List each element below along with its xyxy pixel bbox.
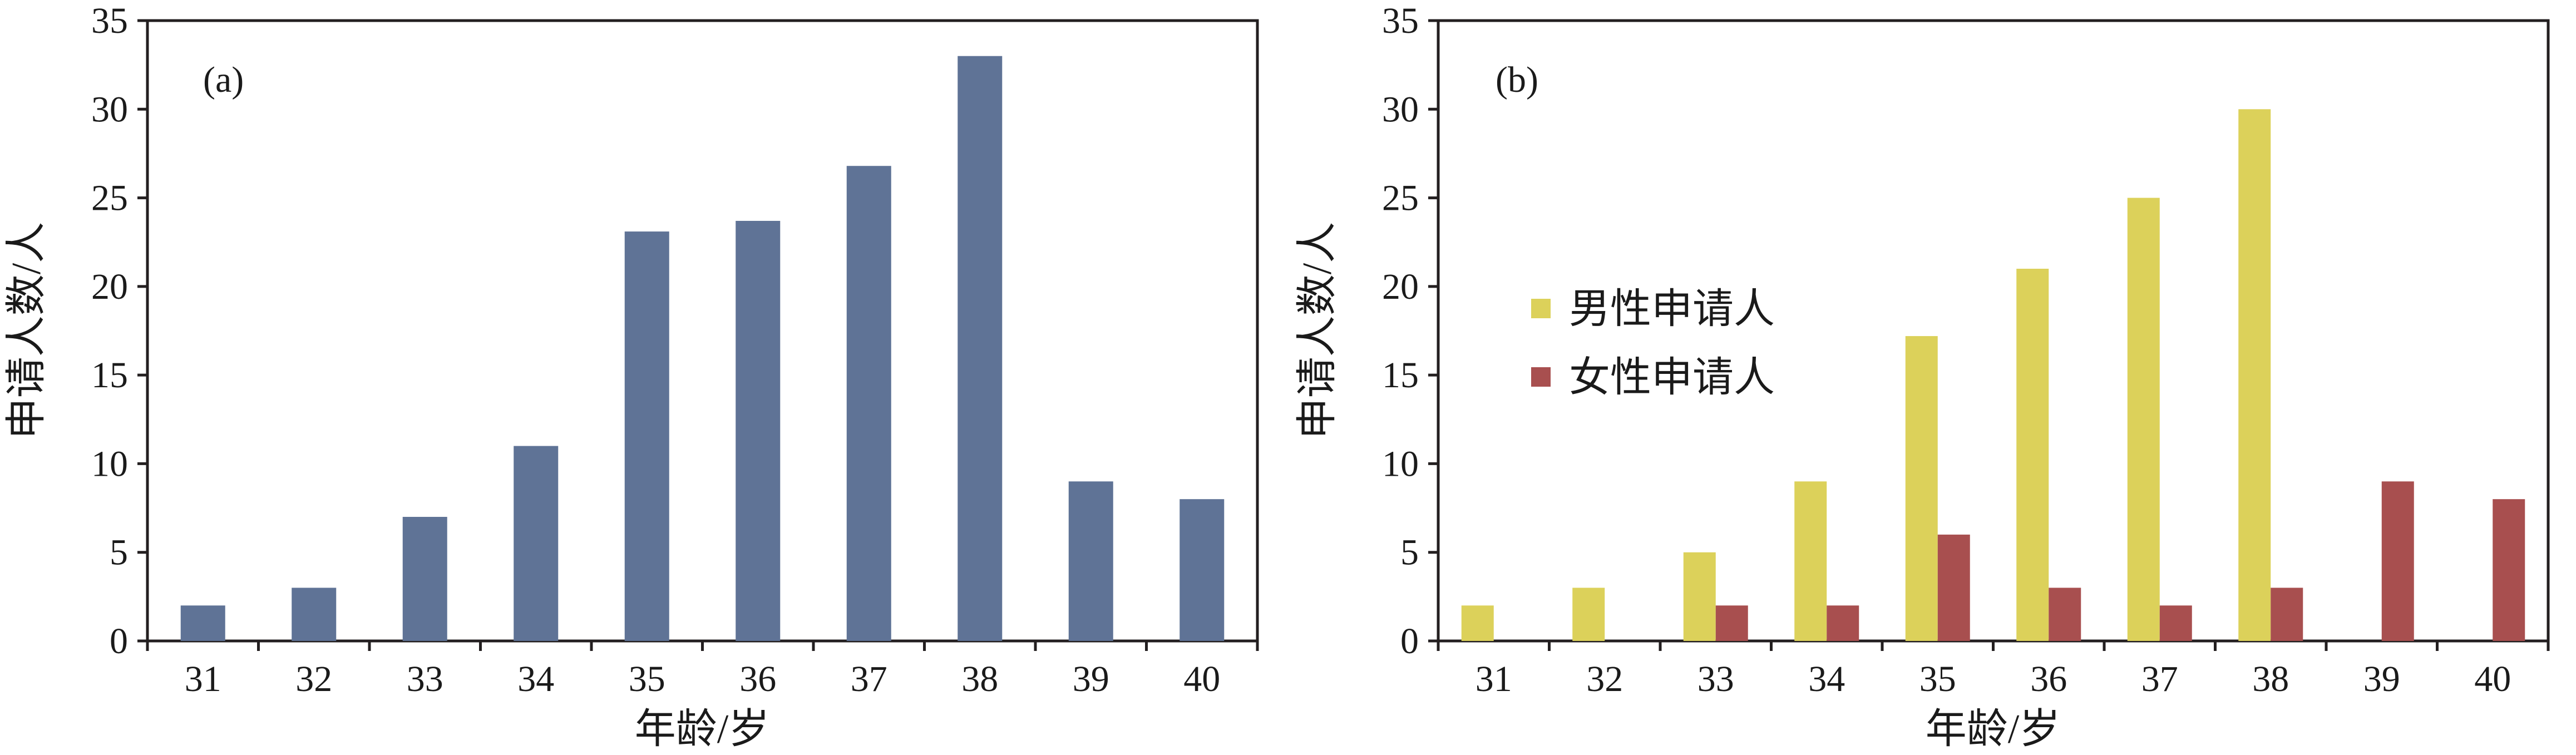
bars-a [180, 56, 1225, 641]
bar-a-count-32 [292, 588, 337, 641]
y-tick-label: 0 [1400, 621, 1419, 662]
x-tick-labels-a: 31 32 33 34 35 36 37 38 39 40 [185, 659, 1221, 699]
x-tick-label: 35 [1919, 659, 1956, 699]
x-axis-title-a: 年龄/岁 [635, 707, 770, 752]
bar-b-male-34 [1794, 481, 1827, 641]
bar-b-male-38 [2238, 109, 2271, 641]
y-tick-label: 30 [1382, 89, 1419, 130]
bar-a-count-40 [1180, 499, 1225, 641]
bar-b-male-33 [1683, 552, 1716, 641]
y-tick-label: 25 [1382, 178, 1419, 219]
y-tick-labels-a: 0 5 10 15 20 25 30 35 [91, 1, 128, 662]
legend-swatch-female [1531, 367, 1551, 387]
bar-a-count-35 [624, 231, 669, 641]
panel-label-b: (b) [1496, 60, 1538, 100]
bar-b-female-40 [2493, 499, 2525, 641]
bar-b-female-39 [2381, 481, 2414, 641]
y-tick-label: 15 [91, 355, 128, 396]
x-tick-label: 31 [1475, 659, 1512, 699]
x-tick-label: 38 [2252, 659, 2289, 699]
bar-a-count-37 [846, 166, 891, 641]
bar-b-female-33 [1715, 605, 1748, 641]
y-tick-label: 10 [1382, 443, 1419, 484]
legend-swatch-male [1531, 299, 1551, 318]
bar-a-count-38 [958, 56, 1003, 641]
y-tick-label: 15 [1382, 355, 1419, 396]
y-tick-label: 10 [91, 443, 128, 484]
x-tick-label: 39 [2363, 659, 2400, 699]
x-tick-label: 33 [407, 659, 443, 699]
ticks-a [137, 19, 1259, 651]
bar-b-female-35 [1937, 534, 1970, 641]
y-axis-title-b: 申请人数/人 [1295, 222, 1340, 440]
x-tick-label: 36 [2030, 659, 2067, 699]
x-tick-label: 37 [2141, 659, 2178, 699]
y-axis-title-a: 申请人数/人 [4, 222, 50, 440]
y-tick-label: 35 [91, 1, 128, 41]
x-tick-label: 35 [629, 659, 665, 699]
legend-b: 男性申请人 女性申请人 [1531, 287, 1775, 401]
x-tick-label: 40 [1183, 659, 1220, 699]
legend-label-male: 男性申请人 [1569, 287, 1775, 332]
ticks-b [1428, 19, 2550, 651]
x-tick-label: 36 [739, 659, 776, 699]
bar-a-count-39 [1068, 481, 1113, 641]
x-tick-labels-b: 31 32 33 34 35 36 37 38 39 40 [1475, 659, 2511, 699]
y-tick-label: 5 [110, 532, 128, 573]
bars-b [1461, 109, 2525, 641]
bar-b-male-35 [1905, 336, 1938, 641]
x-tick-label: 32 [1586, 659, 1623, 699]
x-tick-label: 34 [1808, 659, 1845, 699]
y-tick-label: 5 [1400, 532, 1419, 573]
y-tick-label: 0 [110, 621, 128, 662]
y-tick-label: 35 [1382, 1, 1419, 41]
bar-b-female-34 [1827, 605, 1859, 641]
bar-a-count-31 [180, 605, 225, 641]
bar-b-female-37 [2159, 605, 2192, 641]
x-tick-label: 34 [517, 659, 554, 699]
x-tick-label: 39 [1073, 659, 1109, 699]
y-tick-labels-b: 0 5 10 15 20 25 30 35 [1382, 1, 1419, 662]
x-tick-label: 31 [185, 659, 221, 699]
x-tick-label: 40 [2474, 659, 2511, 699]
x-tick-label: 37 [851, 659, 887, 699]
bar-b-female-36 [2049, 588, 2081, 641]
bar-b-female-38 [2271, 588, 2303, 641]
bar-a-count-36 [736, 220, 781, 641]
y-tick-label: 25 [91, 178, 128, 219]
y-tick-label: 30 [91, 89, 128, 130]
x-tick-label: 38 [961, 659, 998, 699]
bar-a-count-34 [514, 446, 559, 641]
bar-b-male-31 [1461, 605, 1494, 641]
y-tick-label: 20 [1382, 267, 1419, 307]
x-axis-title-b: 年龄/岁 [1926, 707, 2061, 752]
legend-label-female: 女性申请人 [1569, 355, 1775, 401]
bar-b-male-36 [2016, 269, 2049, 641]
bar-b-male-37 [2127, 198, 2160, 641]
x-tick-label: 32 [295, 659, 332, 699]
bar-b-male-32 [1572, 588, 1605, 641]
y-tick-label: 20 [91, 267, 128, 307]
x-tick-label: 33 [1697, 659, 1734, 699]
bar-a-count-33 [402, 517, 447, 641]
panel-label-a: (a) [203, 60, 244, 100]
